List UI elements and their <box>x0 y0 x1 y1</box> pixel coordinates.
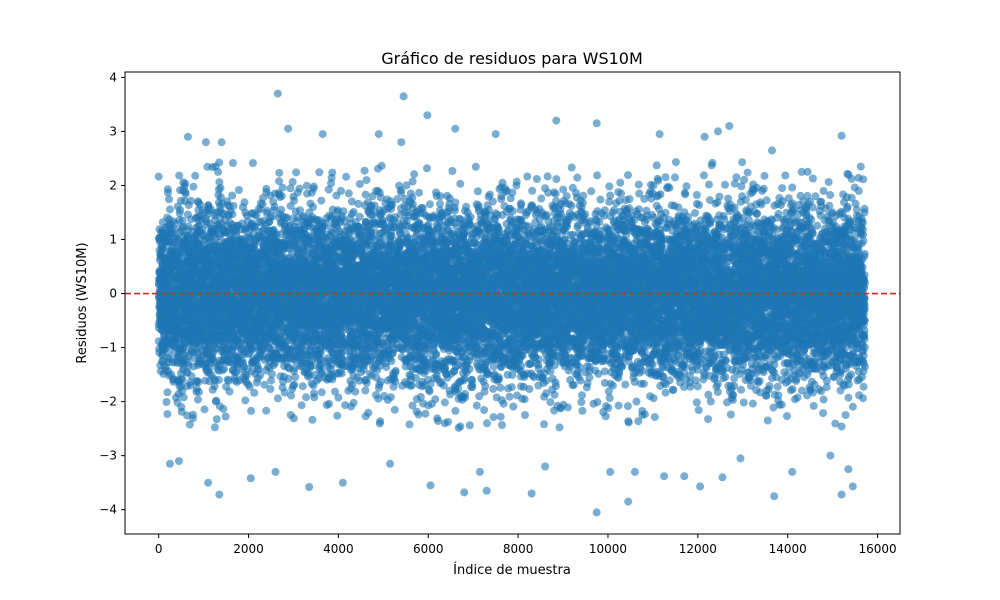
scatter-point <box>247 406 256 415</box>
scatter-point <box>309 182 318 191</box>
scatter-point <box>273 394 282 403</box>
scatter-point <box>348 380 357 389</box>
scatter-point <box>287 391 296 400</box>
scatter-point <box>278 183 287 192</box>
scatter-point <box>290 196 299 205</box>
scatter-point <box>290 380 299 389</box>
scatter-point <box>181 179 190 188</box>
scatter-point <box>163 388 172 397</box>
scatter-point <box>376 417 385 426</box>
scatter-point <box>154 172 163 181</box>
scatter-point <box>308 415 317 424</box>
scatter-point <box>163 348 172 357</box>
scatter-point <box>164 188 172 197</box>
scatter-point <box>302 393 310 402</box>
scatter-point <box>195 388 203 397</box>
scatter-point <box>355 212 364 221</box>
scatter-point <box>221 412 230 421</box>
scatter-point <box>249 159 257 167</box>
scatter-point <box>275 168 284 177</box>
scatter-point <box>361 190 370 199</box>
scatter-point <box>210 423 219 432</box>
scatter-point <box>225 387 234 396</box>
scatter-point <box>298 382 307 391</box>
scatter-point <box>266 385 275 393</box>
scatter-point <box>162 398 171 406</box>
scatter-point <box>277 205 286 214</box>
scatter-point <box>362 378 371 387</box>
scatter-point <box>376 377 385 386</box>
scatter-point <box>355 180 364 188</box>
scatter-point <box>361 386 370 395</box>
scatter-point <box>219 404 228 413</box>
scatter-point <box>333 411 342 420</box>
scatter-point <box>229 159 237 167</box>
scatter-point <box>191 171 200 180</box>
scatter-point <box>351 387 360 396</box>
scatter-point <box>309 203 317 211</box>
scatter-point <box>250 388 259 397</box>
scatter-point <box>291 373 300 382</box>
scatter-point <box>212 415 221 424</box>
scatter-point <box>228 210 237 219</box>
scatter-point <box>194 395 202 404</box>
scatter-point <box>328 168 337 177</box>
scatter-point <box>262 406 271 415</box>
scatter-point <box>317 388 326 397</box>
scatter-point <box>336 186 345 195</box>
scatter-point <box>339 207 348 216</box>
scatter-point <box>310 393 319 402</box>
scatter-point <box>241 396 250 405</box>
scatter-point <box>181 190 190 199</box>
scatter-point <box>214 167 223 176</box>
scatter-point <box>297 401 306 410</box>
scatter-point <box>288 178 297 186</box>
scatter-point <box>179 393 188 402</box>
scatter-point <box>364 408 373 417</box>
scatter-point <box>354 199 363 208</box>
scatter-point <box>344 189 353 198</box>
scatter-point <box>165 195 173 204</box>
scatter-point <box>176 206 185 214</box>
scatter-point <box>349 398 358 407</box>
scatter-point <box>284 374 293 383</box>
scatter-point <box>362 176 371 185</box>
scatter-point <box>186 196 195 205</box>
scatter-point <box>234 186 243 194</box>
scatter-point <box>215 158 224 167</box>
scatter-point <box>189 182 198 191</box>
scatter-point <box>229 201 238 210</box>
chart-title: Gráfico de residuos para WS10M <box>381 49 643 68</box>
scatter-point <box>216 184 225 192</box>
scatter-point <box>334 393 343 402</box>
scatter-points <box>154 89 869 517</box>
scatter-point <box>175 171 184 180</box>
scatter-point <box>377 161 386 170</box>
scatter-point <box>267 370 276 379</box>
scatter-point <box>194 378 203 387</box>
scatter-point <box>228 191 237 200</box>
scatter-point <box>337 369 346 378</box>
scatter-point <box>200 405 209 414</box>
scatter-point <box>315 168 324 177</box>
scatter-point <box>308 361 317 370</box>
scatter-point <box>220 364 229 373</box>
scatter-point <box>317 196 326 205</box>
scatter-point <box>277 192 286 200</box>
scatter-point <box>163 410 172 419</box>
scatter-point <box>292 168 301 177</box>
scatter-point <box>295 184 304 193</box>
scatter-point <box>214 375 223 384</box>
scatter-point <box>166 205 174 214</box>
scatter-point <box>342 172 351 181</box>
scatter-point <box>178 375 187 384</box>
scatter-point <box>240 198 249 207</box>
scatter-point <box>325 399 333 408</box>
scatter-point <box>189 410 197 419</box>
scatter-point <box>289 414 298 423</box>
scatter-point <box>360 166 369 175</box>
